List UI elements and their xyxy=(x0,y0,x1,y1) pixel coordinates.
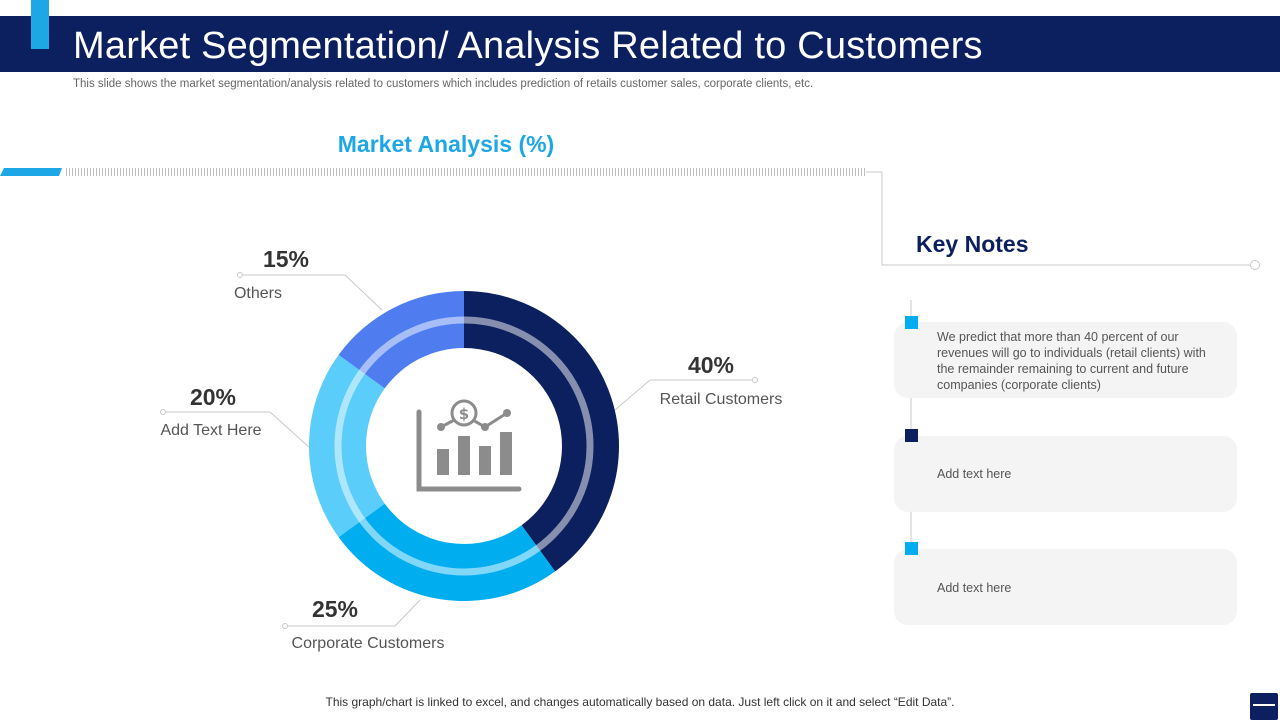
footer-note: This graph/chart is linked to excel, and… xyxy=(325,695,955,709)
chart-dollar-icon: $ xyxy=(416,399,522,492)
category-label-retail: Retail Customers xyxy=(659,391,783,408)
note-text-2: Add text here xyxy=(937,467,1012,481)
note-marker-3 xyxy=(905,542,918,555)
connector-end-dot xyxy=(1250,260,1260,270)
svg-text:$: $ xyxy=(459,405,469,423)
slide-icon xyxy=(1250,693,1278,720)
slice-corporate xyxy=(338,503,556,601)
value-label-others: 15% xyxy=(262,246,310,272)
leader-dots xyxy=(160,272,758,629)
chart-title: Market Analysis (%) xyxy=(337,131,555,157)
note-marker-2 xyxy=(905,429,918,442)
accent-stripe xyxy=(0,168,62,176)
category-label-others: Others xyxy=(233,285,282,302)
note-text-3: Add text here xyxy=(937,581,1012,595)
leader-lines xyxy=(163,274,755,627)
category-label-add-text: Add Text Here xyxy=(160,422,262,439)
category-label-corporate: Corporate Customers xyxy=(291,635,445,652)
key-notes-title: Key Notes xyxy=(916,231,1029,257)
title-accent-bar xyxy=(31,0,49,49)
note-card-3: Add text here xyxy=(894,549,1237,625)
slice-add-text xyxy=(308,354,385,538)
page-subtitle: This slide shows the market segmentation… xyxy=(73,78,814,90)
tick-ruler xyxy=(66,168,866,176)
note-text-1: We predict that more than 40 percent of … xyxy=(937,330,1206,392)
value-label-retail: 40% xyxy=(687,352,735,378)
title-bar xyxy=(0,16,1280,72)
key-notes-connector xyxy=(866,171,1250,266)
slice-retail xyxy=(464,291,619,572)
note-card-1: We predict that more than 40 percent of … xyxy=(894,322,1237,398)
note-marker-1 xyxy=(905,316,918,329)
page-title: Market Segmentation/ Analysis Related to… xyxy=(73,25,983,67)
inner-ring xyxy=(334,316,594,576)
note-card-2: Add text here xyxy=(894,436,1237,512)
value-label-corporate: 25% xyxy=(311,596,359,622)
value-label-add-text: 20% xyxy=(189,384,237,410)
